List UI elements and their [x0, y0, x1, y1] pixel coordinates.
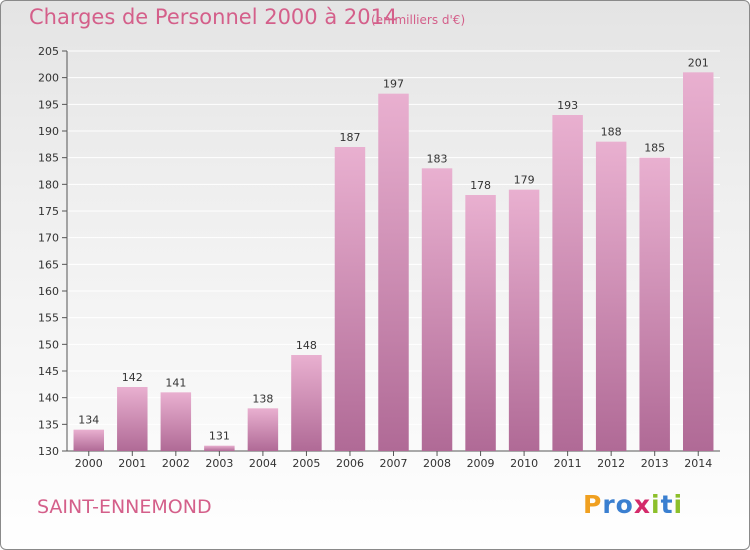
- logo-letter: P: [583, 490, 603, 519]
- value-label: 134: [78, 414, 99, 427]
- proxiti-logo[interactable]: Proxiti: [583, 490, 683, 519]
- bar-2013: [639, 157, 670, 451]
- y-tick-label: 205: [38, 45, 59, 58]
- x-tick-label: 2003: [205, 457, 233, 470]
- x-tick-label: 2004: [249, 457, 277, 470]
- value-label: 148: [296, 339, 317, 352]
- bar-2003: [204, 445, 235, 451]
- x-tick-label: 2002: [162, 457, 190, 470]
- commune-name: SAINT-ENNEMOND: [37, 496, 212, 518]
- x-tick-label: 2011: [554, 457, 582, 470]
- logo-letter: r: [602, 490, 616, 519]
- value-label: 178: [470, 179, 491, 192]
- x-tick-label: 2008: [423, 457, 451, 470]
- x-tick-labels: 2000 2001 2002 2003 2004 2005 2006 2007 2008 2009…: [75, 457, 712, 470]
- bar-2001: [117, 387, 148, 451]
- y-tick-label: 170: [38, 232, 59, 245]
- bar-2012: [595, 141, 627, 451]
- chart-subtitle: (en milliers d'€): [371, 13, 466, 27]
- x-tick-label: 2001: [118, 457, 146, 470]
- y-tick-label: 195: [38, 98, 59, 111]
- x-tick-label: 2010: [510, 457, 538, 470]
- logo-letter: o: [615, 490, 634, 519]
- x-tick-label: 2013: [641, 457, 669, 470]
- bar-2005: [291, 355, 322, 451]
- value-label: 141: [165, 376, 186, 389]
- bar-2011: [552, 115, 583, 451]
- value-label: 131: [209, 430, 230, 443]
- y-tick-label: 150: [38, 338, 59, 351]
- value-label: 138: [252, 392, 273, 405]
- x-tick-label: 2014: [684, 457, 712, 470]
- y-tick-label: 175: [38, 205, 59, 218]
- y-tick-label: 145: [38, 365, 59, 378]
- y-tick-label: 160: [38, 285, 59, 298]
- logo-letter: t: [660, 490, 674, 519]
- value-label: 188: [601, 126, 622, 139]
- bar-2008: [421, 168, 453, 452]
- y-tick-label: 135: [38, 418, 59, 431]
- x-tick-label: 2012: [597, 457, 625, 470]
- bar-2010: [508, 189, 540, 451]
- y-tick-labels: 130 135 140 145 150 155 160 165 170 175 180 185 190 1…: [38, 45, 59, 458]
- value-label: 183: [427, 152, 448, 165]
- bar-2002: [160, 392, 192, 451]
- bars: [73, 72, 714, 452]
- value-label: 142: [122, 371, 143, 384]
- value-labels: 134 142 141 131 138 148 187 197 183 178 179 193 188 1…: [78, 56, 708, 442]
- value-label: 179: [514, 174, 535, 187]
- chart-title: Charges de Personnel 2000 à 2014: [29, 5, 398, 29]
- bar-2009: [465, 195, 496, 451]
- bar-2004: [247, 408, 279, 451]
- y-tick-label: 185: [38, 152, 59, 165]
- value-label: 201: [688, 56, 709, 69]
- x-tick-label: 2009: [467, 457, 495, 470]
- x-tick-label: 2006: [336, 457, 364, 470]
- bar-2006: [334, 147, 366, 451]
- value-label: 185: [644, 142, 665, 155]
- y-tick-label: 200: [38, 72, 59, 85]
- y-tick-label: 190: [38, 125, 59, 138]
- x-tick-label: 2000: [75, 457, 103, 470]
- x-tick-label: 2005: [292, 457, 320, 470]
- bar-2007: [378, 93, 409, 452]
- logo-letter: x: [633, 490, 651, 519]
- y-tick-label: 180: [38, 178, 59, 191]
- y-tick-label: 165: [38, 258, 59, 271]
- value-label: 197: [383, 78, 404, 91]
- value-label: 187: [339, 131, 360, 144]
- y-tick-label: 140: [38, 392, 59, 405]
- bar-2000: [73, 429, 105, 451]
- value-label: 193: [557, 99, 578, 112]
- y-tick-label: 155: [38, 312, 59, 325]
- bar-2014: [682, 72, 714, 451]
- x-tick-label: 2007: [380, 457, 408, 470]
- logo-letter: i: [651, 490, 661, 519]
- y-tick-label: 130: [38, 445, 59, 458]
- logo-letter: i: [673, 490, 684, 519]
